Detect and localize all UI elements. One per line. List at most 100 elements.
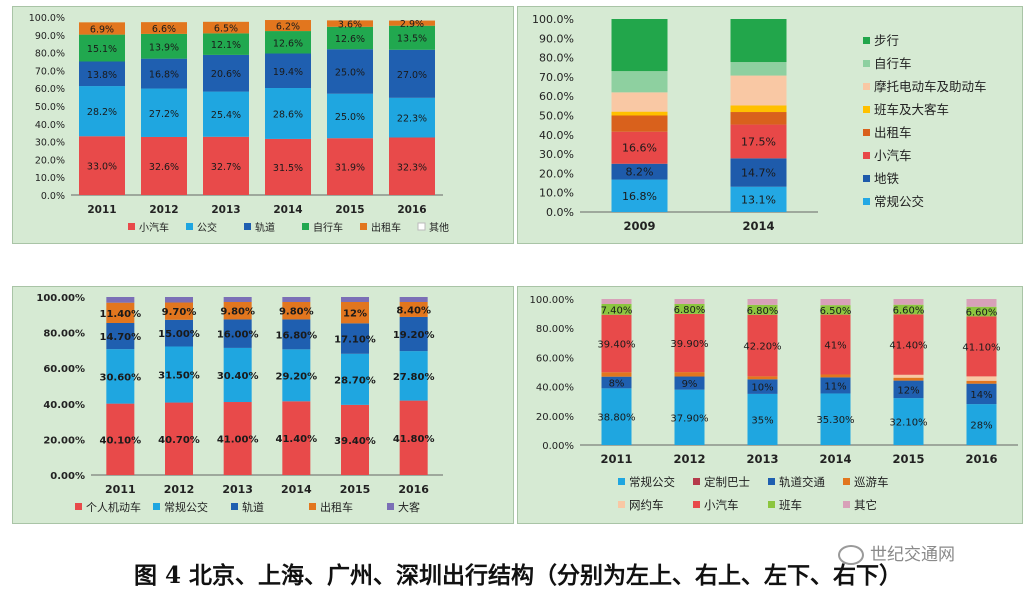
data-label: 41.80% — [393, 434, 435, 445]
x-tick-label: 2016 — [965, 452, 997, 466]
bar-segment — [79, 61, 125, 87]
data-label: 27.80% — [393, 372, 435, 383]
bar-segment — [611, 111, 668, 116]
data-label: 12.6% — [273, 38, 303, 49]
bar-segment — [893, 314, 924, 375]
bar-segment — [893, 304, 924, 315]
bar-segment — [265, 88, 311, 139]
y-tick-label: 70.0% — [35, 66, 65, 77]
x-tick-label: 2011 — [105, 483, 136, 496]
data-label: 32.7% — [211, 162, 241, 173]
y-tick-label: 80.0% — [539, 52, 574, 65]
legend-label: 出租车 — [874, 125, 912, 140]
legend-label: 公交 — [197, 221, 217, 234]
data-label: 27.2% — [149, 109, 179, 120]
data-label: 12% — [343, 309, 367, 320]
bar-segment — [730, 124, 787, 159]
bar-segment — [141, 136, 187, 195]
y-tick-label: 20.0% — [35, 155, 65, 166]
data-label: 29.20% — [276, 371, 318, 382]
data-label: 33.0% — [87, 162, 117, 173]
bar-segment — [730, 158, 787, 187]
legend-label: 小汽车 — [874, 148, 912, 163]
bar-segment — [141, 58, 187, 89]
y-tick-label: 60.00% — [536, 353, 574, 364]
legend-swatch — [231, 503, 238, 510]
bar-segment — [611, 115, 668, 132]
bar-segment — [611, 71, 668, 93]
bar-segment — [747, 314, 778, 377]
legend-label: 巡游车 — [854, 475, 889, 489]
bar-segment — [730, 75, 787, 106]
legend-label: 小汽车 — [139, 221, 169, 234]
bar-segment — [820, 393, 851, 445]
data-label: 41.40% — [276, 434, 318, 445]
legend-swatch — [863, 106, 870, 113]
bar-segment — [203, 54, 249, 92]
bar-segment — [265, 53, 311, 89]
bar-segment — [893, 299, 924, 305]
bar-segment — [106, 322, 135, 350]
y-tick-label: 80.00% — [536, 324, 574, 335]
x-tick-label: 2014 — [819, 452, 851, 466]
y-tick-label: 90.0% — [539, 32, 574, 45]
x-tick-label: 2015 — [892, 452, 924, 466]
chart-guangzhou: 0.00% 20.00% 40.00% 60.00% 80.00% 100.00% 40.1… — [36, 293, 443, 514]
data-label: 32.6% — [149, 162, 179, 173]
bar-segment — [341, 404, 369, 475]
bar-segment — [265, 20, 311, 32]
watermark-text: 世纪交通网 — [870, 545, 955, 565]
data-label: 8% — [609, 379, 625, 390]
bar-segment — [79, 34, 125, 62]
data-label: 6.50% — [820, 306, 852, 317]
legend-swatch — [618, 478, 625, 485]
data-label: 25.4% — [211, 110, 241, 121]
bar-segment — [747, 393, 778, 445]
bar-segment — [893, 380, 924, 399]
data-label: 25.0% — [335, 67, 365, 78]
data-label: 13.9% — [149, 42, 179, 53]
wechat-icon — [838, 545, 864, 565]
legend-swatch — [768, 478, 775, 485]
data-label: 19.20% — [393, 330, 435, 341]
figure-caption: 图 4 北京、上海、广州、深圳出行结构（分别为左上、右上、左下、右下） — [133, 562, 903, 589]
data-label: 15.00% — [158, 329, 200, 340]
data-label: 35% — [751, 415, 773, 426]
legend-label: 个人机动车 — [86, 500, 141, 514]
y-tick-label: 100.00% — [36, 293, 85, 304]
chart-shenzhen: 0.00% 20.00% 40.00% 60.00% 80.00% 100.00% 38.8… — [530, 295, 1018, 512]
legend-swatch — [863, 60, 870, 67]
y-tick-label: 0.0% — [41, 191, 65, 202]
bar-segment — [601, 388, 632, 445]
y-tick-label: 0.0% — [546, 206, 574, 219]
data-label: 16.80% — [276, 330, 318, 341]
bar-segment — [674, 372, 705, 377]
data-label: 11% — [824, 381, 846, 392]
data-label: 31.9% — [335, 163, 365, 174]
x-tick-label: 2011 — [87, 204, 116, 216]
bar-segment — [601, 303, 632, 315]
bar-segment — [79, 136, 125, 195]
bar-segment — [674, 389, 705, 445]
data-label: 16.8% — [622, 190, 657, 203]
y-tick-label: 60.00% — [43, 364, 85, 375]
bar-segment — [223, 347, 252, 403]
bar-segment — [106, 302, 135, 323]
y-tick-label: 70.0% — [539, 71, 574, 84]
bar-segment — [341, 353, 369, 405]
x-tick-label: 2012 — [673, 452, 705, 466]
data-label: 11.40% — [100, 309, 142, 320]
bar-segment — [282, 297, 311, 302]
data-label: 9.80% — [220, 307, 255, 318]
data-label: 30.40% — [217, 371, 259, 382]
legend-label: 出租车 — [371, 221, 401, 234]
legend-swatch — [693, 478, 700, 485]
bar-segment — [966, 380, 997, 384]
bar-segment — [141, 88, 187, 137]
x-tick-label: 2012 — [164, 483, 195, 496]
x-tick-label: 2011 — [600, 452, 632, 466]
data-label: 8.2% — [626, 166, 654, 179]
chart-panel-beijing: 0.0% 10.0% 20.0% 30.0% 40.0% 50.0% 60.0% 70.0% 8… — [12, 6, 514, 244]
data-label: 12.1% — [211, 40, 241, 51]
data-label: 6.80% — [674, 305, 706, 316]
